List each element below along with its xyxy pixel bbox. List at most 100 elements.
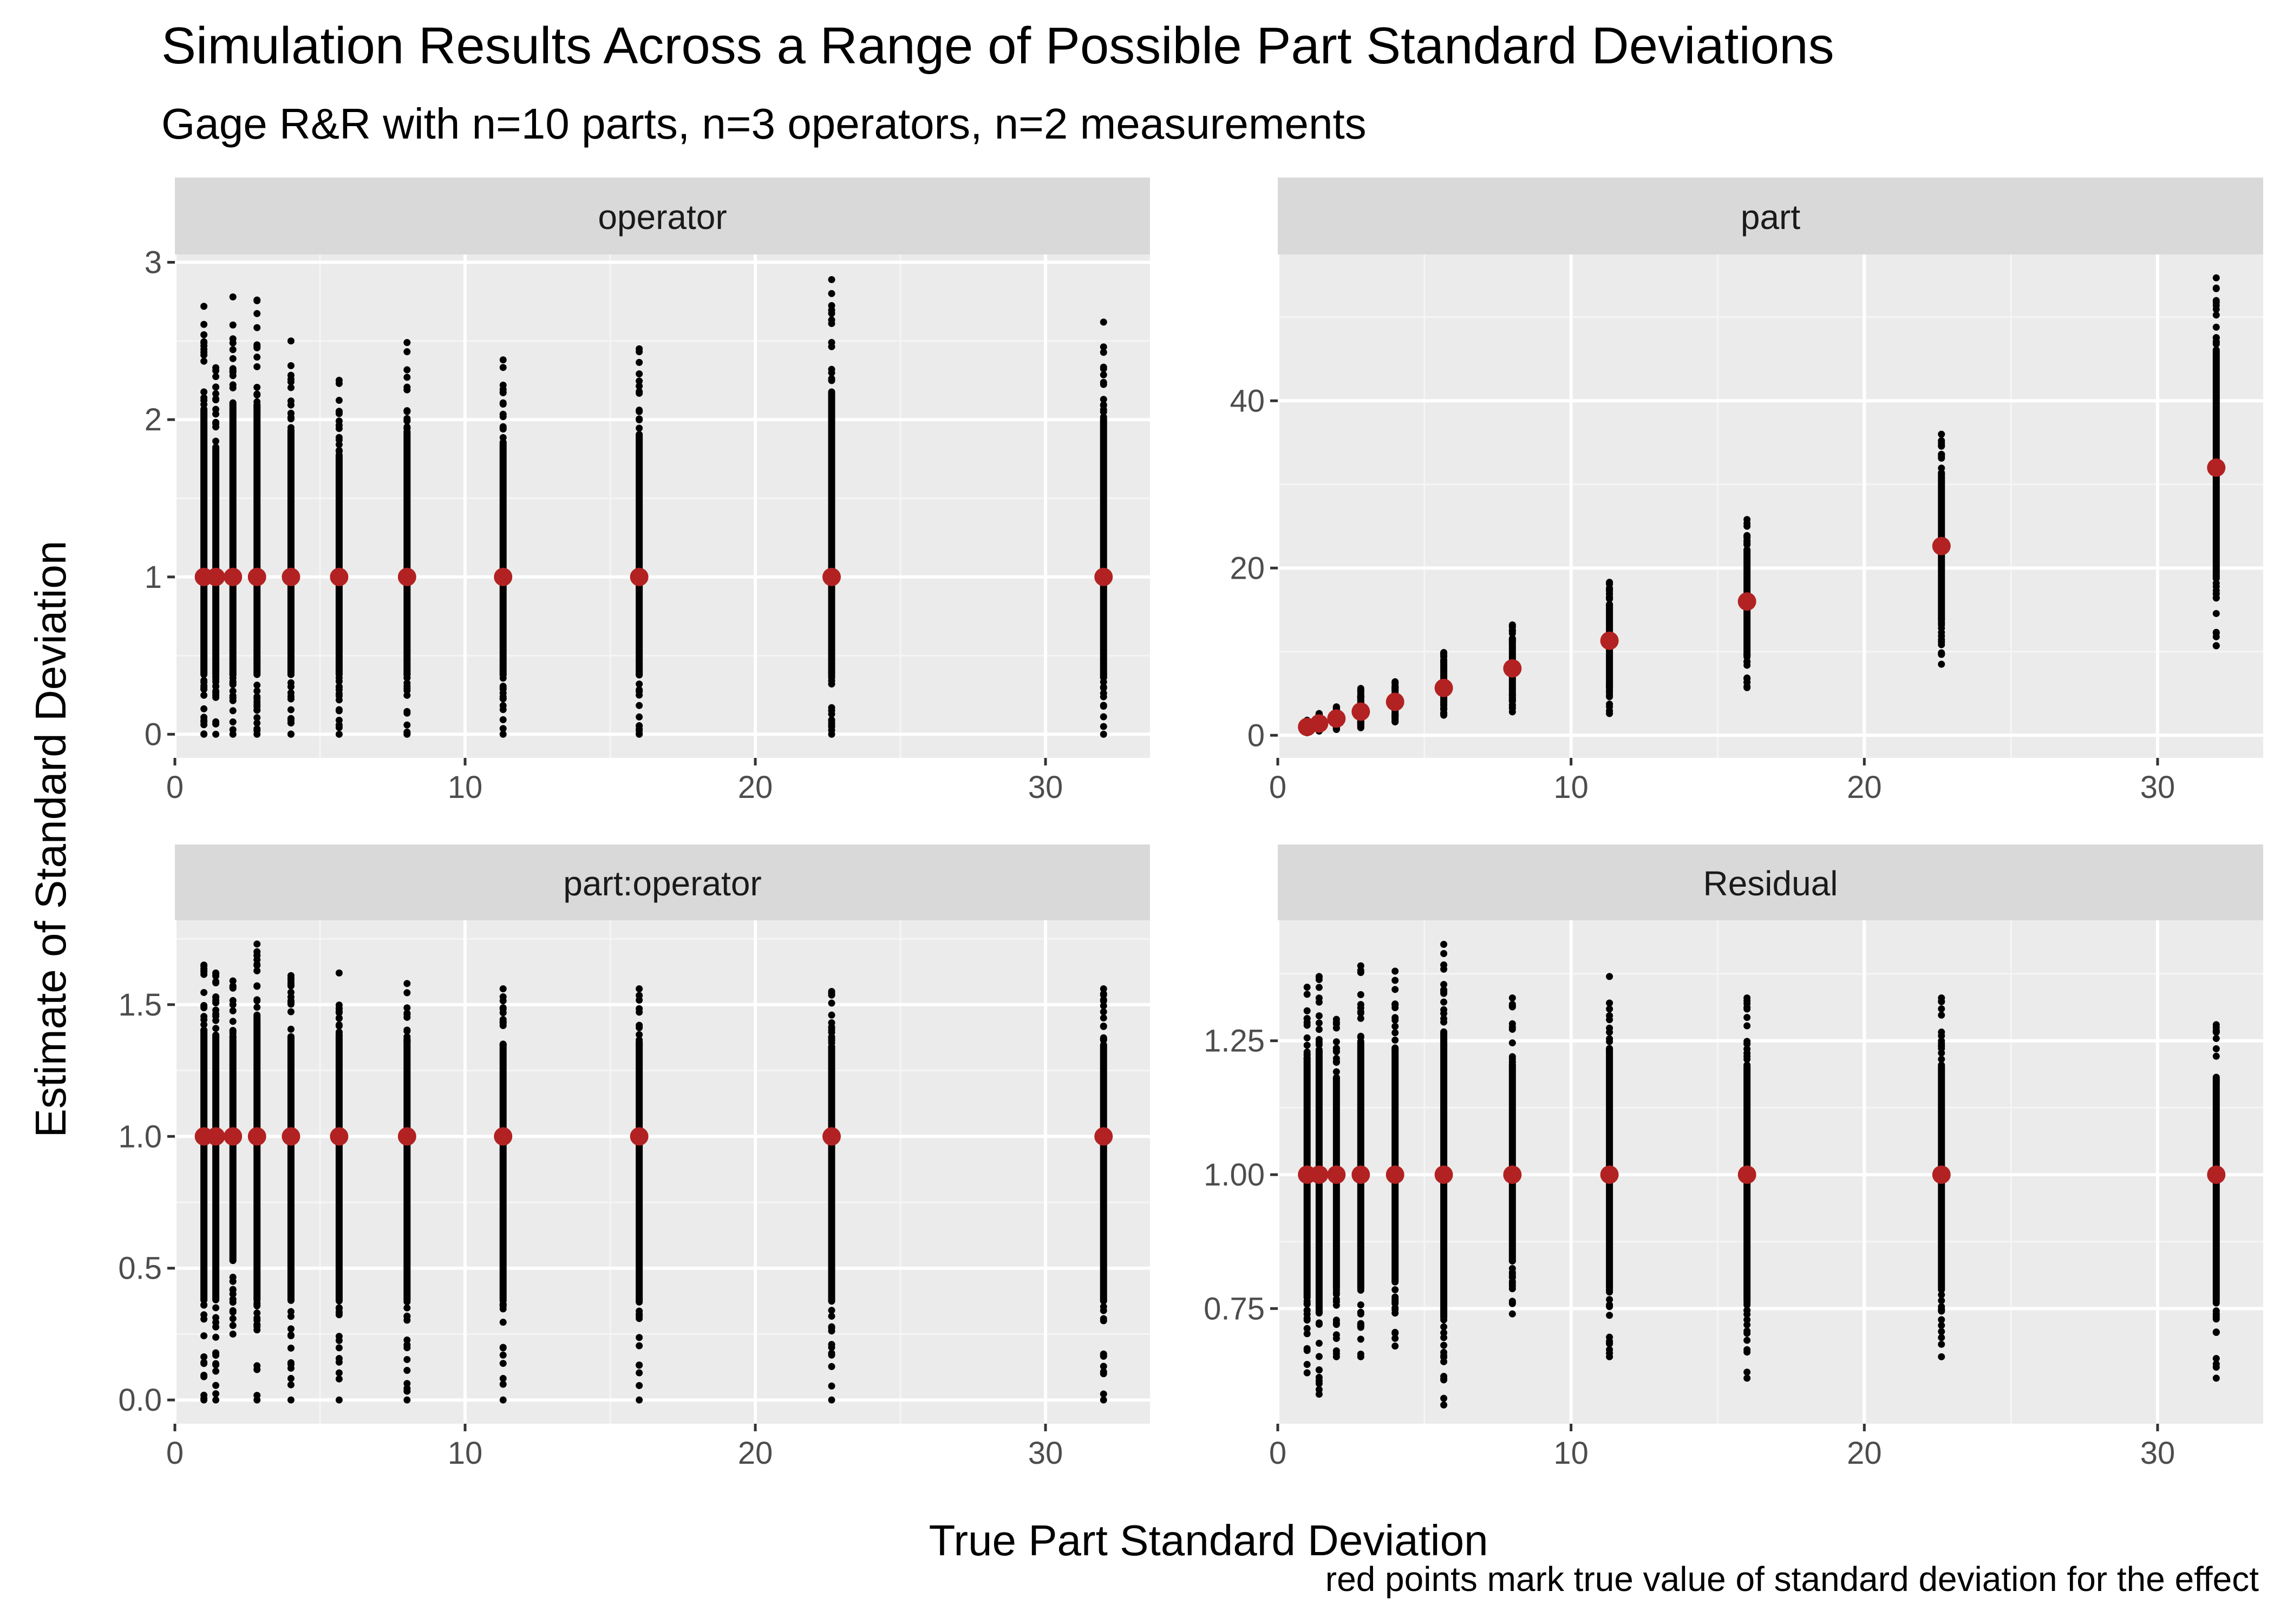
- sim-point: [1606, 973, 1613, 980]
- sim-point: [335, 1375, 343, 1383]
- x-tick-label: 30: [1028, 1436, 1063, 1471]
- x-tick-label: 30: [2140, 1436, 2175, 1471]
- sim-point: [1440, 702, 1448, 709]
- sim-point: [1332, 1058, 1340, 1066]
- sim-point: [403, 1004, 411, 1012]
- sim-point: [828, 987, 835, 995]
- sim-point: [335, 707, 343, 715]
- sim-point: [499, 1319, 507, 1326]
- sim-point: [1100, 1390, 1107, 1398]
- sim-point: [636, 345, 643, 352]
- y-tick-label: 0: [145, 717, 162, 752]
- sim-point: [1938, 442, 1945, 450]
- sim-point: [499, 716, 507, 723]
- sim-point: [2212, 1328, 2220, 1336]
- facet-strip-label: part: [1741, 198, 1801, 237]
- sim-point: [1332, 1074, 1340, 1082]
- y-tick-label: 0: [1247, 718, 1265, 753]
- sim-point: [2212, 1045, 2220, 1052]
- sim-point: [636, 1024, 643, 1031]
- sim-point: [403, 730, 411, 738]
- sim-point: [335, 721, 343, 729]
- sim-point: [1357, 1009, 1364, 1017]
- true-value-point: [1434, 678, 1453, 697]
- sim-point: [636, 1296, 643, 1304]
- sim-point: [1391, 986, 1399, 993]
- y-tick-label: 20: [1230, 551, 1265, 586]
- sim-point: [1743, 1327, 1751, 1335]
- sim-point: [1315, 1012, 1323, 1019]
- sim-point: [403, 721, 411, 729]
- sim-point: [828, 365, 835, 373]
- sim-point: [335, 441, 343, 448]
- sim-point: [1303, 1345, 1311, 1352]
- true-value-point: [1310, 1165, 1329, 1184]
- sim-point: [335, 1333, 343, 1340]
- sim-point: [1357, 693, 1364, 701]
- sim-point: [253, 961, 261, 968]
- true-value-point: [1094, 1127, 1113, 1146]
- sim-point: [212, 390, 220, 397]
- sim-point: [212, 682, 220, 690]
- sim-point: [499, 1396, 507, 1404]
- chart-subtitle: Gage R&R with n=10 parts, n=3 operators,…: [161, 100, 1367, 148]
- true-value-point: [247, 567, 266, 586]
- sim-point: [636, 702, 643, 709]
- sim-point: [1938, 649, 1945, 657]
- sim-point: [1938, 430, 1945, 438]
- sim-point: [229, 1033, 237, 1041]
- sim-point: [1303, 1306, 1311, 1314]
- sim-point: [229, 694, 237, 702]
- sim-point: [200, 351, 208, 359]
- sim-point: [403, 1033, 411, 1040]
- sim-point: [212, 1381, 220, 1389]
- sim-point: [1315, 1380, 1323, 1387]
- sim-point: [1440, 950, 1448, 958]
- sim-point: [335, 434, 343, 441]
- true-value-point: [1932, 1165, 1951, 1184]
- sim-point: [287, 427, 295, 434]
- y-tick-label: 1.25: [1204, 1024, 1265, 1059]
- sim-point: [335, 1396, 343, 1404]
- sim-point: [1100, 343, 1107, 351]
- sim-point: [287, 1025, 295, 1033]
- sim-point: [2212, 594, 2220, 601]
- sim-point: [499, 1009, 507, 1017]
- sim-point: [828, 1382, 835, 1390]
- facet-strip: [175, 178, 1150, 254]
- sim-point: [1332, 1353, 1340, 1360]
- true-value-point: [282, 1127, 300, 1146]
- sim-point: [1100, 673, 1107, 681]
- sim-point: [287, 1374, 295, 1382]
- true-value-point: [494, 1127, 513, 1146]
- sim-point: [1315, 994, 1323, 1002]
- sim-point: [499, 413, 507, 421]
- sim-point: [1440, 1334, 1448, 1341]
- sim-point: [229, 1018, 237, 1025]
- sim-point: [828, 290, 835, 297]
- sim-point: [253, 1314, 261, 1322]
- facet-strip-label: part:operator: [563, 864, 761, 903]
- sim-point: [1391, 678, 1399, 685]
- sim-point: [1440, 711, 1448, 719]
- sim-point: [1100, 723, 1107, 730]
- sim-point: [2212, 1374, 2220, 1382]
- sim-point: [828, 1024, 835, 1031]
- sim-point: [1938, 1321, 1945, 1329]
- sim-point: [1606, 601, 1613, 608]
- sim-point: [2212, 1052, 2220, 1060]
- sim-point: [253, 706, 261, 714]
- sim-point: [1743, 1337, 1751, 1344]
- sim-point: [1100, 1034, 1107, 1042]
- sim-point: [1357, 1321, 1364, 1329]
- sim-point: [828, 1037, 835, 1044]
- sim-point: [636, 992, 643, 999]
- sim-point: [1357, 724, 1364, 731]
- sim-point: [1508, 1273, 1516, 1280]
- sim-point: [335, 397, 343, 404]
- sim-point: [229, 381, 237, 389]
- sim-point: [212, 993, 220, 1001]
- y-tick-label: 40: [1230, 383, 1265, 418]
- sim-point: [200, 1296, 208, 1304]
- sim-point: [636, 424, 643, 432]
